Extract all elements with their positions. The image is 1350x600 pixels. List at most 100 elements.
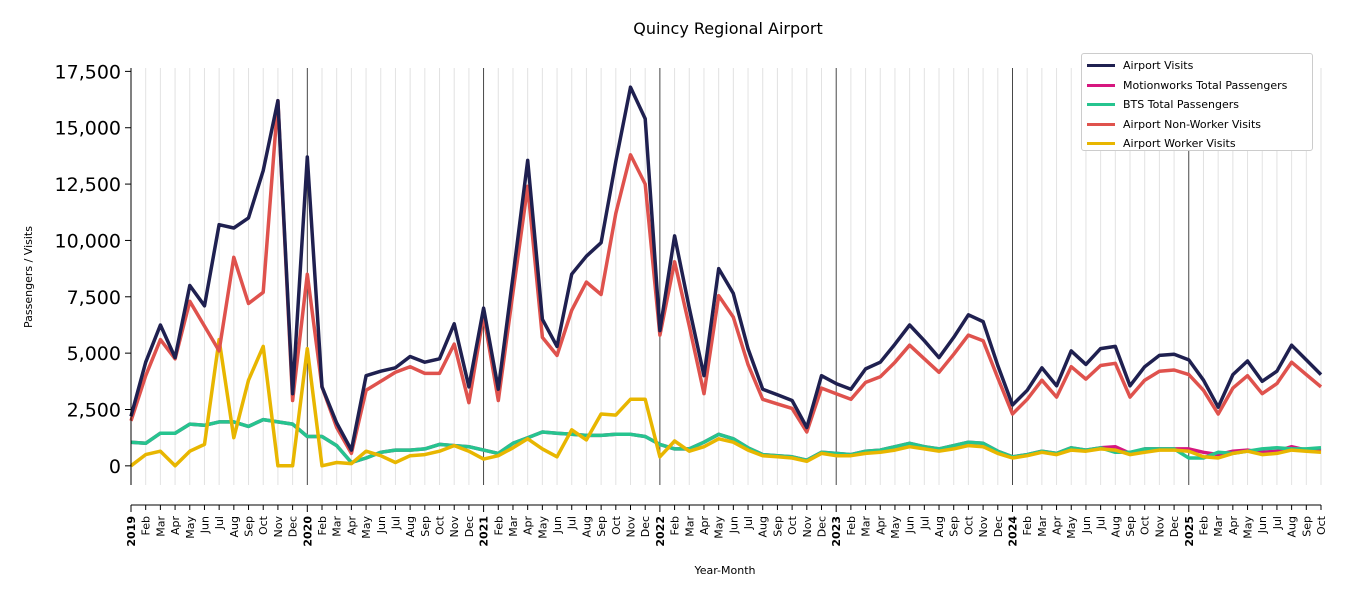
month-tick-label: Jul <box>389 516 402 530</box>
month-tick-label: Mar <box>683 516 696 537</box>
y-tick-label: 5,000 <box>67 343 121 365</box>
y-tick-label: 15,000 <box>55 118 121 140</box>
month-tick-label: Apr <box>698 516 711 536</box>
month-tick-label: Feb <box>845 516 858 535</box>
month-tick-label: Jun <box>1080 516 1093 534</box>
month-tick-label: Aug <box>933 516 946 537</box>
month-tick-label: Jul <box>742 516 755 530</box>
legend-item: BTS Total Passengers <box>1082 95 1312 115</box>
month-tick-label: May <box>713 516 726 539</box>
month-tick-label: Oct <box>610 515 623 535</box>
month-tick-label: Aug <box>1286 516 1299 537</box>
month-tick-label: Mar <box>154 516 167 537</box>
month-tick-label: May <box>889 516 902 539</box>
legend-swatch <box>1087 122 1115 126</box>
month-tick-label: Feb <box>1021 516 1034 535</box>
month-tick-label: Aug <box>228 516 241 537</box>
chart-title: Quincy Regional Airport <box>633 19 823 38</box>
series-line-airport-non-worker-visits <box>129 98 1323 456</box>
legend-swatch <box>1087 142 1115 146</box>
legend-item: Airport Non-Worker Visits <box>1082 115 1312 135</box>
month-tick-label: Sep <box>1300 516 1313 537</box>
month-tick-label: Oct <box>434 515 447 535</box>
year-tick-label: 2025 <box>1183 516 1196 547</box>
month-tick-label: Jul <box>213 516 226 530</box>
month-tick-label: Dec <box>1168 516 1181 537</box>
month-tick-label: Mar <box>1036 516 1049 537</box>
y-tick-label: 12,500 <box>55 174 121 196</box>
legend-swatch <box>1087 83 1115 87</box>
month-tick-label: Oct <box>962 515 975 535</box>
month-tick-label: Feb <box>1197 516 1210 535</box>
series-line-airport-worker-visits <box>129 337 1322 468</box>
legend-swatch <box>1087 64 1115 68</box>
x-axis-label: Year-Month <box>693 564 755 577</box>
month-tick-label: Nov <box>625 516 638 538</box>
legend-label: BTS Total Passengers <box>1123 98 1240 112</box>
month-tick-label: Mar <box>1212 516 1225 537</box>
month-tick-label: Feb <box>316 516 329 535</box>
year-tick-label: 2021 <box>478 516 491 547</box>
month-tick-label: Feb <box>669 516 682 535</box>
month-tick-label: May <box>536 516 549 539</box>
legend-swatch <box>1087 103 1115 107</box>
legend: Airport Visits Motionworks Total Passenge… <box>1081 53 1313 151</box>
month-tick-label: Dec <box>639 516 652 537</box>
legend-label: Airport Worker Visits <box>1123 137 1236 151</box>
month-tick-label: Sep <box>243 516 256 537</box>
month-tick-label: Apr <box>1051 516 1064 536</box>
month-tick-label: Jul <box>1271 516 1284 530</box>
month-tick-label: Sep <box>1124 516 1137 537</box>
month-tick-label: Aug <box>580 516 593 537</box>
month-tick-label: Jun <box>904 516 917 534</box>
month-tick-label: Nov <box>272 516 285 538</box>
legend-label: Airport Non-Worker Visits <box>1123 117 1262 131</box>
month-tick-label: Dec <box>992 516 1005 537</box>
series-line-airport-visits <box>129 85 1323 452</box>
legend-item: Motionworks Total Passengers <box>1082 76 1312 96</box>
month-tick-label: Aug <box>404 516 417 537</box>
month-tick-label: Feb <box>140 516 153 535</box>
year-tick-label: 2023 <box>830 516 843 547</box>
month-tick-label: Oct <box>786 515 799 535</box>
month-tick-label: May <box>184 516 197 539</box>
month-tick-label: Sep <box>771 516 784 537</box>
year-tick-label: 2020 <box>301 516 314 547</box>
month-tick-label: Apr <box>1227 516 1240 536</box>
month-tick-label: Feb <box>492 516 505 535</box>
y-tick-label: 10,000 <box>55 230 121 252</box>
month-tick-label: Sep <box>595 516 608 537</box>
month-tick-label: Mar <box>331 516 344 537</box>
month-tick-label: Mar <box>860 516 873 537</box>
month-tick-label: Aug <box>1109 516 1122 537</box>
month-tick-label: Dec <box>815 516 828 537</box>
month-tick-label: Jul <box>1095 516 1108 530</box>
y-tick-label: 7,500 <box>67 287 121 309</box>
month-tick-label: Jun <box>1256 516 1269 534</box>
month-tick-label: Apr <box>345 516 358 536</box>
month-tick-label: Sep <box>419 516 432 537</box>
month-tick-label: Dec <box>463 516 476 537</box>
month-tick-label: May <box>1242 516 1255 539</box>
year-tick-label: 2022 <box>654 516 667 547</box>
month-tick-label: Sep <box>948 516 961 537</box>
month-tick-label: Oct <box>1315 515 1328 535</box>
year-tick-label: 2024 <box>1006 516 1019 547</box>
month-tick-label: May <box>360 516 373 539</box>
legend-label: Airport Visits <box>1123 59 1194 73</box>
month-tick-label: Mar <box>507 516 520 537</box>
month-tick-label: Dec <box>287 516 300 537</box>
y-tick-label: 2,500 <box>67 399 121 421</box>
legend-item: Airport Worker Visits <box>1082 134 1312 154</box>
y-axis-label: Passengers / Visits <box>22 226 35 328</box>
month-tick-label: Jun <box>551 516 564 534</box>
month-tick-label: May <box>1065 516 1078 539</box>
month-tick-label: Nov <box>977 516 990 538</box>
month-tick-label: Nov <box>448 516 461 538</box>
month-tick-label: Apr <box>874 516 887 536</box>
month-tick-label: Aug <box>757 516 770 537</box>
month-tick-label: Apr <box>169 516 182 536</box>
month-tick-label: Jun <box>198 516 211 534</box>
